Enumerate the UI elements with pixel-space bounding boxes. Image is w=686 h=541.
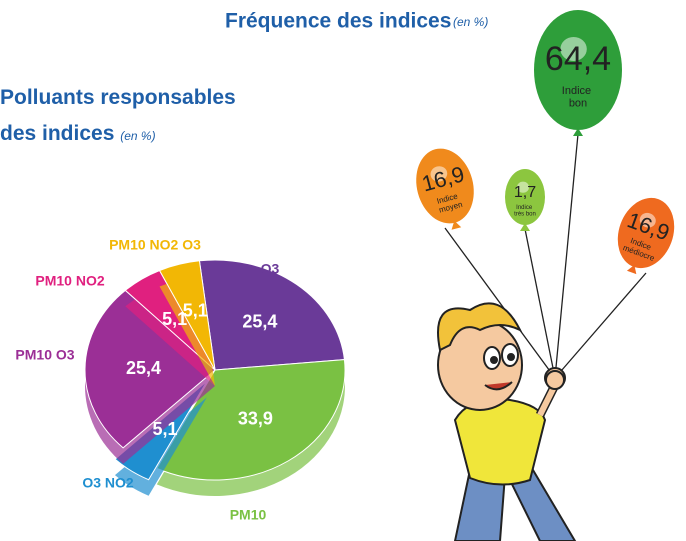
pie-title-box: Polluants responsables des indices (en %… — [0, 80, 260, 160]
pie-title-wrap: Polluants responsables des indices (en %… — [0, 80, 260, 154]
slice-value-label: 25,4 — [126, 358, 161, 378]
slice-value-label: 33,9 — [238, 409, 273, 429]
slice-category-label: PM10 — [230, 507, 267, 523]
balloon-subtitle: (en %) — [453, 15, 488, 29]
balloon-category-label: Indice très bon — [514, 204, 536, 217]
infographic: Fréquence des indices (en %) Polluants r… — [0, 0, 686, 541]
pie-title: Polluants responsables des indices — [0, 86, 236, 145]
balloon-title: Fréquence des indices — [225, 10, 451, 33]
slice-value-label: 5,1 — [152, 419, 177, 439]
slice-category-label: O3 — [261, 261, 280, 277]
balloon-value-label: 1,7 — [514, 184, 536, 201]
slice-value-label: 25,4 — [242, 312, 277, 332]
balloon-value-label: 64,4 — [545, 40, 611, 78]
slice-category-label: O3 NO2 — [82, 475, 134, 491]
balloon-string — [555, 273, 646, 378]
pie — [85, 260, 345, 496]
slice-category-label: PM10 NO2 — [35, 273, 104, 289]
slice-category-label: PM10 NO2 O3 — [109, 237, 201, 253]
hand — [546, 371, 564, 389]
slice-category-label: PM10 O3 — [15, 347, 74, 363]
balloon: 1,7 Indice très bon — [505, 169, 545, 231]
pie-subtitle: (en %) — [120, 129, 155, 143]
boy — [438, 303, 575, 541]
slice-value-label: 5,1 — [183, 301, 208, 321]
balloon-string — [525, 229, 555, 378]
balloon-string — [555, 134, 578, 378]
